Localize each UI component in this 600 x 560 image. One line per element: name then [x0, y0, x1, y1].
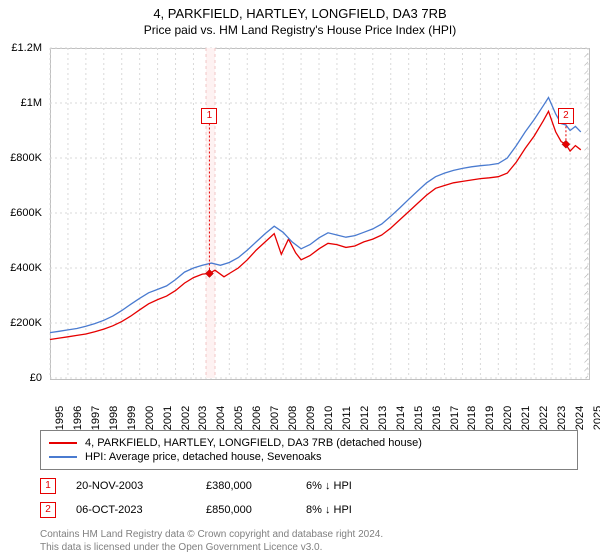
x-axis-label: 2005 — [233, 406, 245, 430]
x-axis-label: 2002 — [180, 406, 192, 430]
chart-area: 12 — [50, 48, 588, 378]
sale-price: £850,000 — [206, 504, 306, 516]
sale-marker: 2 — [40, 502, 56, 518]
legend-swatch — [49, 456, 77, 458]
sales-table: 1 20-NOV-2003£380,0006% ↓ HPI 2 06-OCT-2023… — [40, 474, 406, 522]
x-axis-label: 2024 — [574, 406, 586, 430]
y-axis-label: £0 — [30, 372, 42, 384]
x-axis-label: 2018 — [466, 406, 478, 430]
x-axis-label: 1997 — [90, 406, 102, 430]
chart-svg — [50, 48, 590, 380]
x-axis-label: 2008 — [287, 406, 299, 430]
y-axis-label: £600K — [10, 207, 42, 219]
y-axis-labels: £0£200K£400K£600K£800K£1M£1.2M — [0, 48, 46, 378]
sale-date: 06-OCT-2023 — [76, 504, 206, 516]
y-axis-label: £1.2M — [11, 42, 42, 54]
x-axis-label: 2006 — [251, 406, 263, 430]
x-axis-label: 1998 — [108, 406, 120, 430]
annotation-marker-2: 2 — [558, 108, 574, 124]
y-axis-label: £200K — [10, 317, 42, 329]
legend-label: HPI: Average price, detached house, Seve… — [85, 451, 321, 463]
x-axis-label: 2021 — [520, 406, 532, 430]
x-axis-label: 2016 — [431, 406, 443, 430]
x-axis-label: 2004 — [215, 406, 227, 430]
y-axis-label: £800K — [10, 152, 42, 164]
x-axis-label: 1996 — [72, 406, 84, 430]
sale-marker: 1 — [40, 478, 56, 494]
x-axis-label: 2014 — [395, 406, 407, 430]
sale-diff: 6% ↓ HPI — [306, 480, 406, 492]
sale-date: 20-NOV-2003 — [76, 480, 206, 492]
x-axis-label: 2015 — [413, 406, 425, 430]
x-axis-labels: 1995199619971998199920002001200220032004… — [50, 382, 588, 426]
x-axis-label: 2010 — [323, 406, 335, 430]
sale-diff: 8% ↓ HPI — [306, 504, 406, 516]
legend: 4, PARKFIELD, HARTLEY, LONGFIELD, DA3 7R… — [40, 430, 578, 470]
x-axis-label: 1995 — [54, 406, 66, 430]
legend-item: 4, PARKFIELD, HARTLEY, LONGFIELD, DA3 7R… — [49, 436, 569, 450]
sale-row: 1 20-NOV-2003£380,0006% ↓ HPI — [40, 474, 406, 498]
x-axis-label: 2009 — [305, 406, 317, 430]
legend-label: 4, PARKFIELD, HARTLEY, LONGFIELD, DA3 7R… — [85, 437, 422, 449]
x-axis-label: 2017 — [449, 406, 461, 430]
x-axis-label: 2003 — [197, 406, 209, 430]
x-axis-label: 2007 — [269, 406, 281, 430]
chart-container: 4, PARKFIELD, HARTLEY, LONGFIELD, DA3 7R… — [0, 0, 600, 560]
chart-subtitle: Price paid vs. HM Land Registry's House … — [0, 21, 600, 41]
attribution-line1: Contains HM Land Registry data © Crown c… — [40, 529, 383, 542]
x-axis-label: 2025 — [592, 406, 600, 430]
x-axis-label: 2011 — [341, 406, 353, 430]
annotation-marker-1: 1 — [201, 108, 217, 124]
x-axis-label: 2013 — [377, 406, 389, 430]
x-axis-label: 1999 — [126, 406, 138, 430]
sale-row: 2 06-OCT-2023£850,0008% ↓ HPI — [40, 498, 406, 522]
chart-title: 4, PARKFIELD, HARTLEY, LONGFIELD, DA3 7R… — [0, 0, 600, 21]
x-axis-label: 2000 — [144, 406, 156, 430]
legend-item: HPI: Average price, detached house, Seve… — [49, 450, 569, 464]
y-axis-label: £1M — [21, 97, 42, 109]
sale-price: £380,000 — [206, 480, 306, 492]
attribution: Contains HM Land Registry data © Crown c… — [40, 529, 383, 554]
x-axis-label: 2012 — [359, 406, 371, 430]
x-axis-label: 2020 — [502, 406, 514, 430]
x-axis-label: 2001 — [162, 406, 174, 430]
attribution-line2: This data is licensed under the Open Gov… — [40, 542, 383, 555]
x-axis-label: 2022 — [538, 406, 550, 430]
x-axis-label: 2019 — [484, 406, 496, 430]
x-axis-label: 2023 — [556, 406, 568, 430]
y-axis-label: £400K — [10, 262, 42, 274]
legend-swatch — [49, 442, 77, 444]
